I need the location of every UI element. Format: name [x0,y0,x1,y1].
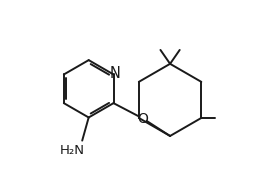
Text: H₂N: H₂N [59,144,84,157]
Text: N: N [110,66,120,81]
Text: O: O [137,112,148,126]
